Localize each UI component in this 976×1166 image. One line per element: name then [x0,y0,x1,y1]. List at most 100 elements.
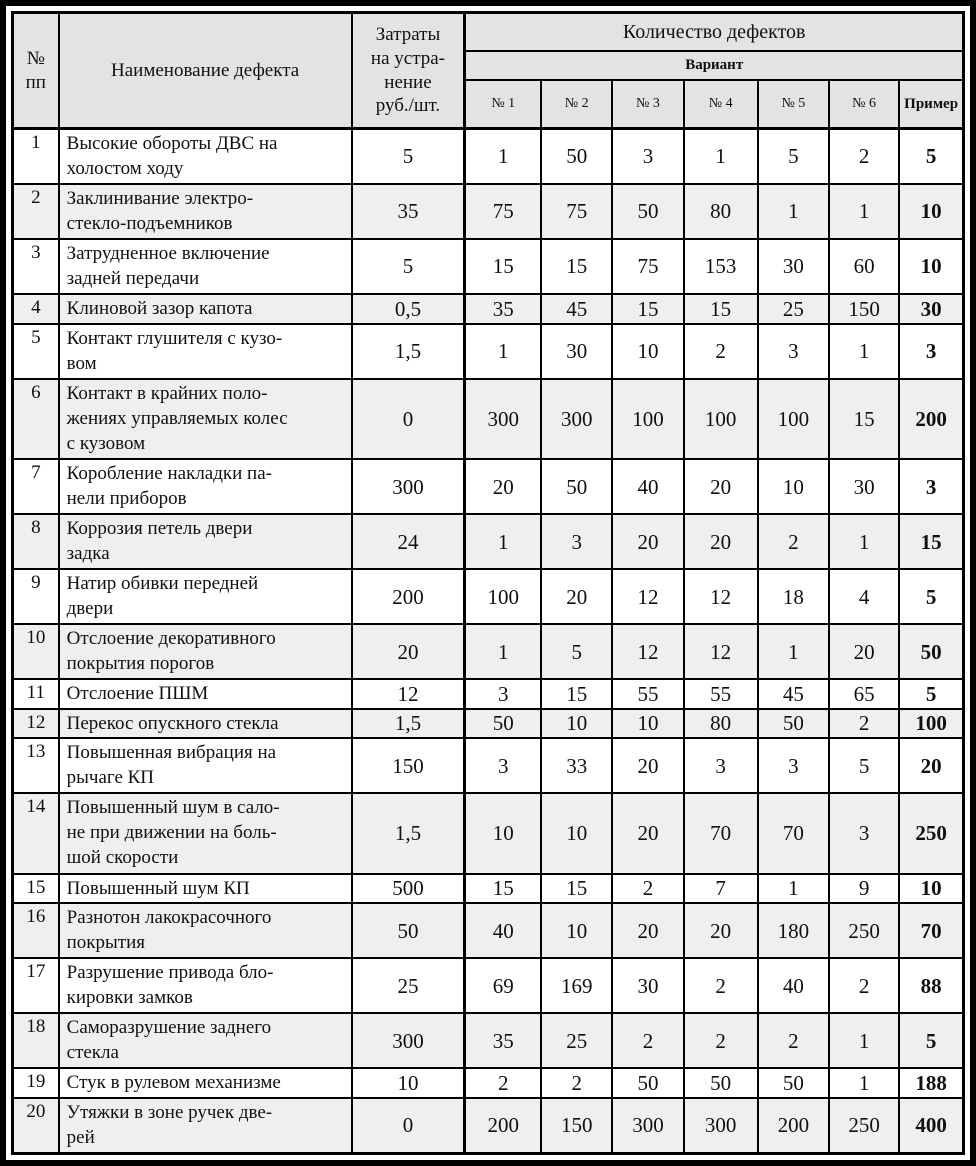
row-number-cell: 7 [11,458,60,516]
defect-count-cell-v5: 1 [756,872,831,905]
row-number-cell: 4 [11,293,60,325]
example-cell: 188 [898,1067,965,1099]
defect-count-cell-v4: 2 [682,957,759,1015]
defect-count-cell-v4: 2 [682,1012,759,1070]
defect-name-cell: Отслоение декоративного покрытия порогов [57,623,353,681]
defect-count-cell-v5: 70 [756,792,831,875]
example-cell: 200 [898,377,965,461]
row-number-cell: 19 [11,1067,60,1099]
defect-count-cell-v4: 2 [682,322,759,380]
cost-cell: 1,5 [350,792,466,875]
table-header: № пп Наименование дефекта Затраты на уст… [11,11,965,130]
table-row: 17 Разрушение привода бло- кировки замко… [11,957,965,1015]
defect-count-cell-v6: 1 [827,322,901,380]
defect-name-cell: Высокие обороты ДВС на холостом ходу [57,127,353,186]
defect-count-cell-v4: 80 [682,183,759,241]
row-number-cell: 16 [11,902,60,960]
row-number-cell: 10 [11,623,60,681]
header-row-groups: № пп Наименование дефекта Затраты на уст… [11,11,965,130]
defect-count-cell-v6: 4 [827,568,901,626]
col-header-example: Пример [898,79,965,130]
defect-count-cell-v2: 25 [540,1012,614,1070]
col-header-cost: Затраты на устра- нение руб./шт. [350,11,466,130]
row-number-cell: 5 [11,322,60,380]
defect-count-cell-v3: 50 [611,1067,685,1099]
defect-count-cell-v4: 15 [682,293,759,325]
defect-count-cell-v1: 300 [463,377,543,461]
defect-count-cell-v4: 80 [682,707,759,740]
defects-table: № пп Наименование дефекта Затраты на уст… [11,11,965,1155]
defect-count-cell-v1: 75 [463,183,543,241]
cost-cell: 300 [350,458,466,516]
defect-count-cell-v2: 10 [540,707,614,740]
defect-count-cell-v5: 5 [756,127,831,186]
defect-count-cell-v3: 10 [611,707,685,740]
defect-count-cell-v5: 1 [756,623,831,681]
cost-cell: 150 [350,737,466,795]
table-row: 18 Саморазрушение заднего стекла 300 35 … [11,1012,965,1070]
table-body: 1 Высокие обороты ДВС на холостом ходу 5… [11,127,965,1155]
defect-count-cell-v2: 75 [540,183,614,241]
defect-count-cell-v3: 75 [611,238,685,296]
example-cell: 10 [898,872,965,905]
defect-name-cell: Стук в рулевом механизме [57,1067,353,1099]
defect-count-cell-v4: 7 [682,872,759,905]
example-cell: 3 [898,322,965,380]
defect-count-cell-v2: 15 [540,678,614,710]
defect-count-cell-v2: 15 [540,238,614,296]
variant-col-header-5: № 5 [756,79,831,130]
defect-count-cell-v6: 9 [827,872,901,905]
row-number-cell: 11 [11,678,60,710]
row-number-cell: 9 [11,568,60,626]
defect-count-cell-v3: 12 [611,623,685,681]
defect-count-cell-v2: 45 [540,293,614,325]
defect-count-cell-v1: 69 [463,957,543,1015]
row-number-cell: 6 [11,377,60,461]
row-number-cell: 3 [11,238,60,296]
defect-count-cell-v2: 169 [540,957,614,1015]
defect-count-cell-v1: 35 [463,293,543,325]
defect-count-cell-v2: 5 [540,623,614,681]
header-row-columns: № 1 № 2 № 3 № 4 № 5 № 6 Пример [13,79,965,130]
cost-cell: 300 [350,1012,466,1070]
row-number-cell: 2 [11,183,60,241]
header-row-variant: Вариант [13,50,965,81]
defect-count-cell-v5: 30 [756,238,831,296]
defect-count-cell-v6: 5 [827,737,901,795]
defect-count-cell-v3: 2 [611,872,685,905]
group-header-defect-count: Количество дефектов [463,11,965,52]
defect-count-cell-v3: 300 [611,1096,685,1155]
defect-name-cell: Коррозия петель двери задка [57,513,353,571]
defect-count-cell-v6: 1 [827,183,901,241]
example-cell: 100 [898,707,965,740]
defect-count-cell-v5: 3 [756,737,831,795]
defect-count-cell-v1: 2 [463,1067,543,1099]
defect-name-cell: Контакт глушителя с кузо- вом [57,322,353,380]
defect-count-cell-v5: 10 [756,458,831,516]
defect-count-cell-v6: 250 [827,1096,901,1155]
defect-count-cell-v3: 40 [611,458,685,516]
defect-count-cell-v1: 1 [463,623,543,681]
defect-count-cell-v4: 70 [682,792,759,875]
variant-col-header-4: № 4 [682,79,759,130]
defect-count-cell-v1: 20 [463,458,543,516]
defect-count-cell-v4: 12 [682,623,759,681]
defect-count-cell-v6: 65 [827,678,901,710]
defect-name-cell: Коробление накладки па- нели приборов [57,458,353,516]
defect-count-cell-v5: 2 [756,1012,831,1070]
defect-count-cell-v1: 35 [463,1012,543,1070]
defect-count-cell-v4: 50 [682,1067,759,1099]
example-cell: 250 [898,792,965,875]
defect-count-cell-v2: 33 [540,737,614,795]
defect-count-cell-v1: 15 [463,872,543,905]
example-cell: 10 [898,183,965,241]
cost-cell: 0 [350,377,466,461]
defect-count-cell-v4: 300 [682,1096,759,1155]
defect-count-cell-v5: 180 [756,902,831,960]
table-row: 12 Перекос опускного стекла 1,5 50 10 10… [11,707,965,740]
defect-name-cell: Клиновой зазор капота [57,293,353,325]
table-row: 11 Отслоение ПШМ 12 3 15 55 55 45 65 5 [11,678,965,710]
defect-count-cell-v1: 1 [463,322,543,380]
defect-count-cell-v6: 30 [827,458,901,516]
defect-count-cell-v5: 1 [756,183,831,241]
